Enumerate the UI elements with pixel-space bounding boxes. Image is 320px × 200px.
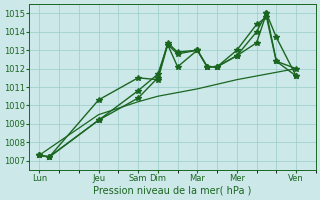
X-axis label: Pression niveau de la mer( hPa ): Pression niveau de la mer( hPa ) bbox=[93, 186, 252, 196]
